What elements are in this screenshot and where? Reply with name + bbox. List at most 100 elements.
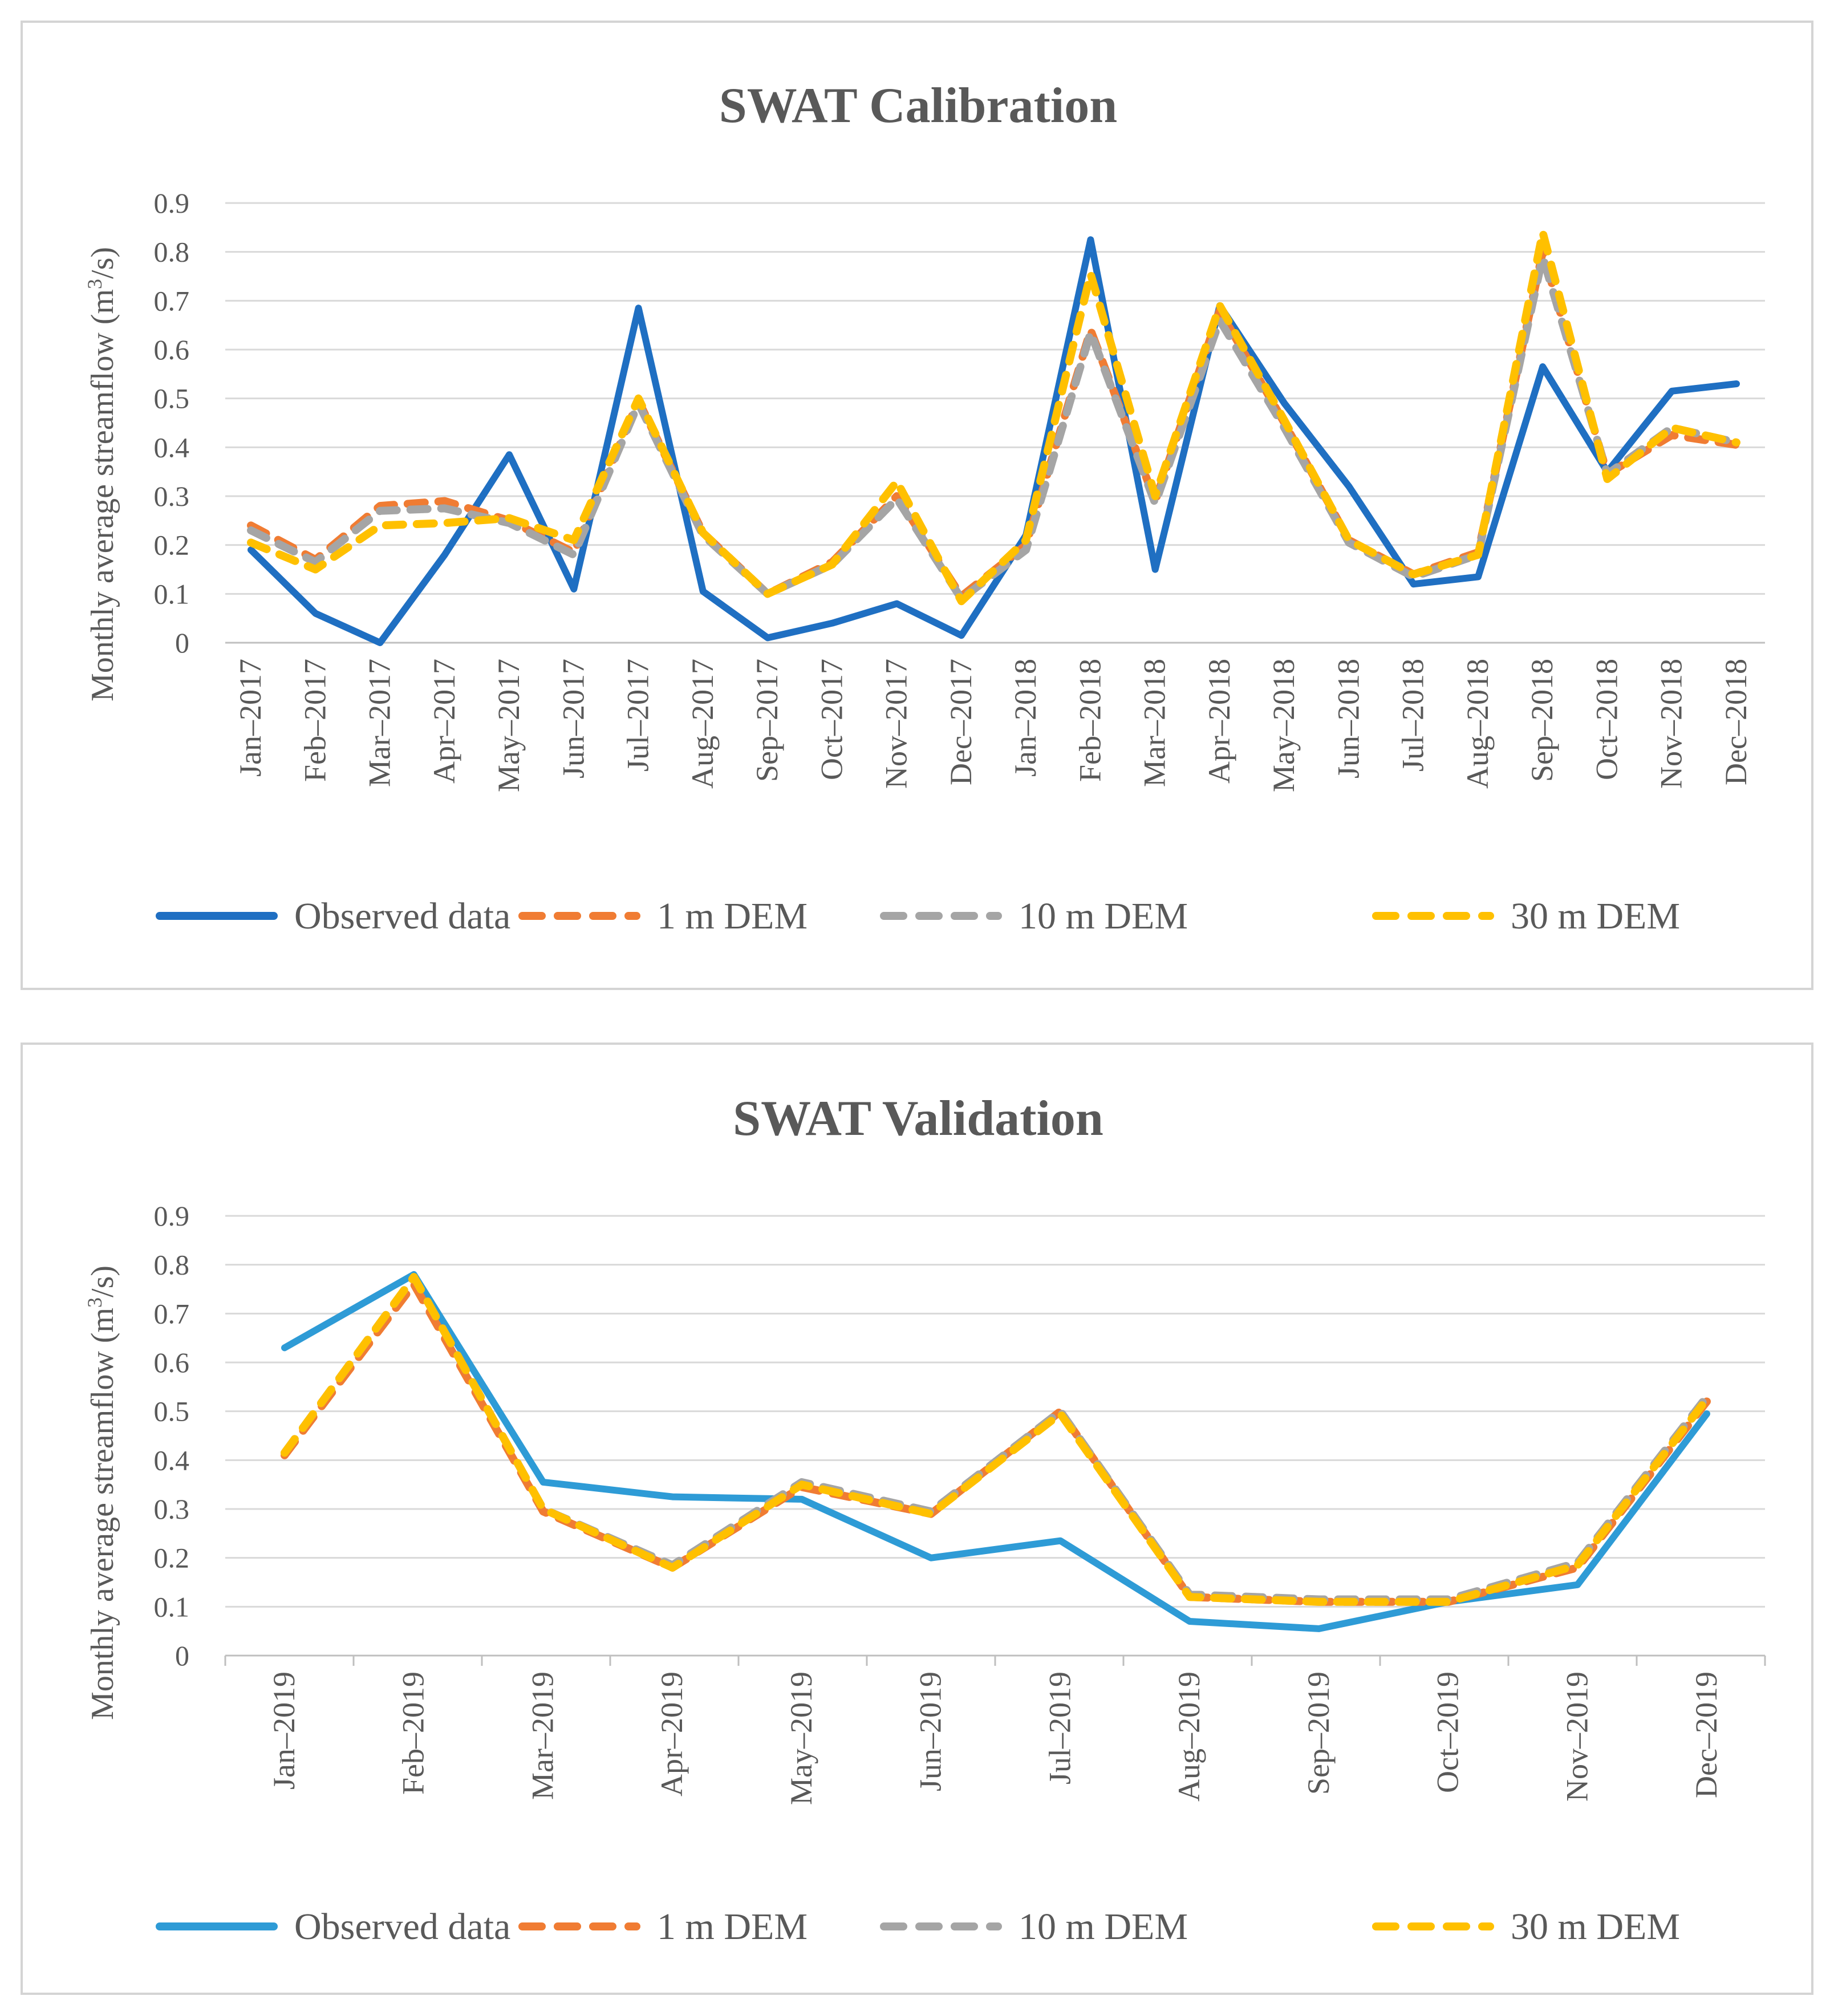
x-tick-label: May–2019 bbox=[784, 1672, 818, 1805]
data-point-10-m-dem bbox=[1025, 549, 1026, 550]
x-tick-label: Feb–2017 bbox=[298, 659, 332, 782]
data-point-30-m-dem bbox=[1155, 496, 1156, 497]
data-point-30-m-dem bbox=[380, 525, 381, 526]
data-point-1-m-dem bbox=[250, 525, 251, 526]
data-point-10-m-dem bbox=[315, 562, 316, 563]
data-point-observed-data bbox=[1706, 1413, 1707, 1414]
data-point-1-m-dem bbox=[1671, 435, 1673, 436]
data-point-1-m-dem bbox=[1090, 330, 1091, 331]
x-tick-label: Mar–2019 bbox=[525, 1672, 559, 1800]
x-tick-label: Feb–2019 bbox=[396, 1672, 431, 1795]
data-point-observed-data bbox=[1577, 1584, 1578, 1585]
x-tick-label: Apr–2019 bbox=[655, 1672, 689, 1796]
legend-label-30-m-dem: 30 m DEM bbox=[1511, 895, 1680, 937]
x-tick-label: Sep–2018 bbox=[1525, 659, 1559, 782]
data-point-observed-data bbox=[315, 613, 316, 614]
legend-label-1-m-dem: 1 m DEM bbox=[657, 895, 808, 937]
data-point-observed-data bbox=[1671, 391, 1673, 392]
series-line-10-m-dem bbox=[247, 253, 1740, 603]
data-point-30-m-dem bbox=[896, 481, 898, 482]
y-tick-label: 0.2 bbox=[154, 529, 190, 561]
x-tick-label: Oct–2018 bbox=[1589, 659, 1624, 780]
data-point-observed-data bbox=[703, 591, 704, 592]
legend-label-1-m-dem: 1 m DEM bbox=[657, 1906, 808, 1948]
data-point-10-m-dem bbox=[444, 508, 445, 509]
calibration-chart-panel: SWAT Calibration 0 0.1 0.2 0.3 0.4 0.5 0.6 0.7 0.… bbox=[21, 21, 1813, 990]
y-axis-label: Monthly average streamflow (m3/s) bbox=[83, 247, 120, 701]
data-point-observed-data bbox=[638, 307, 639, 309]
data-point-30-m-dem bbox=[1448, 1601, 1449, 1603]
y-tick-label: 0.1 bbox=[154, 1591, 190, 1622]
y-tick-label: 0.1 bbox=[154, 578, 190, 610]
data-point-30-m-dem bbox=[831, 564, 833, 565]
y-tick-label: 0 bbox=[175, 627, 189, 659]
data-point-30-m-dem bbox=[1025, 540, 1026, 541]
x-tick-label: Jan–2019 bbox=[267, 1672, 301, 1790]
x-tick-label: Apr–2018 bbox=[1202, 659, 1236, 784]
data-point-observed-data bbox=[250, 549, 251, 550]
x-tick-label: Apr–2017 bbox=[427, 659, 461, 784]
x-tick-label: Jul–2017 bbox=[621, 659, 655, 772]
y-axis-label: Monthly average streamflow (m3/s) bbox=[83, 1265, 120, 1720]
data-point-observed-data bbox=[380, 642, 381, 643]
x-tick-label: Nov–2019 bbox=[1560, 1672, 1594, 1802]
data-point-30-m-dem bbox=[672, 1567, 673, 1568]
data-point-30-m-dem bbox=[1671, 427, 1673, 428]
legend-label-10-m-dem: 10 m DEM bbox=[1019, 895, 1188, 937]
x-tick-label: Oct–2017 bbox=[814, 659, 849, 780]
data-point-30-m-dem bbox=[1318, 1601, 1320, 1603]
y-tick-label: 0.3 bbox=[154, 1493, 190, 1525]
x-tick-label: Jun–2018 bbox=[1331, 659, 1365, 778]
data-point-10-m-dem bbox=[573, 554, 574, 555]
data-point-observed-data bbox=[931, 1557, 932, 1559]
data-point-1-m-dem bbox=[896, 496, 898, 497]
data-point-30-m-dem bbox=[1284, 420, 1285, 421]
y-tick-label: 0.4 bbox=[154, 431, 190, 463]
data-point-10-m-dem bbox=[1348, 542, 1349, 543]
data-point-observed-data bbox=[284, 1347, 285, 1348]
data-point-30-m-dem bbox=[509, 518, 510, 519]
x-tick-label: Nov–2017 bbox=[879, 659, 914, 789]
y-tick-label: 0.5 bbox=[154, 1396, 190, 1427]
legend-label-observed-data: Observed data bbox=[294, 1906, 510, 1948]
y-axis-label-text: Monthly average streamflow (m bbox=[85, 1308, 120, 1720]
legend-label-observed-data: Observed data bbox=[294, 895, 510, 937]
data-point-30-m-dem bbox=[573, 540, 574, 541]
y-axis-label-text: Monthly average streamflow (m bbox=[85, 289, 120, 701]
data-point-1-m-dem bbox=[543, 1511, 544, 1512]
data-point-observed-data bbox=[1348, 486, 1349, 487]
y-axis-label-unit: /s) bbox=[85, 1265, 120, 1297]
y-tick-label: 0 bbox=[175, 1640, 189, 1672]
data-point-observed-data bbox=[1413, 583, 1414, 585]
x-tick-label: Aug–2019 bbox=[1172, 1672, 1206, 1802]
data-point-observed-data bbox=[1284, 403, 1285, 404]
x-tick-label: May–2018 bbox=[1267, 659, 1301, 792]
data-point-observed-data bbox=[1318, 1628, 1320, 1629]
data-point-10-m-dem bbox=[509, 522, 510, 524]
x-tick-label: Mar–2017 bbox=[363, 659, 397, 787]
data-point-30-m-dem bbox=[1413, 574, 1414, 575]
x-tick-label: May–2017 bbox=[492, 659, 526, 792]
data-point-30-m-dem bbox=[1478, 554, 1479, 555]
validation-chart-panel: SWAT Validation 0 0.1 0.2 0.3 0.4 0.5 0.6 0.7 0.8… bbox=[21, 1043, 1813, 1995]
y-tick-label: 0.3 bbox=[154, 480, 190, 512]
data-point-30-m-dem bbox=[703, 532, 704, 533]
data-point-observed-data bbox=[1736, 383, 1737, 384]
data-point-30-m-dem bbox=[1706, 1398, 1707, 1400]
x-tick-label: Feb–2018 bbox=[1073, 659, 1107, 782]
data-point-10-m-dem bbox=[1706, 1396, 1707, 1397]
x-tick-label: Dec–2018 bbox=[1719, 659, 1753, 785]
series-line-30-m-dem bbox=[281, 1273, 1711, 1606]
data-point-observed-data bbox=[444, 554, 445, 555]
data-point-30-m-dem bbox=[931, 1514, 932, 1515]
data-point-observed-data bbox=[831, 623, 833, 624]
x-tick-label: Mar–2018 bbox=[1138, 659, 1172, 787]
data-point-10-m-dem bbox=[1155, 503, 1156, 504]
data-point-observed-data bbox=[1478, 576, 1479, 577]
data-point-10-m-dem bbox=[1542, 256, 1543, 257]
x-tick-label: Jul–2018 bbox=[1396, 659, 1430, 772]
data-point-observed-data bbox=[1090, 239, 1091, 240]
x-tick-label: Jun–2017 bbox=[556, 659, 590, 778]
y-tick-label: 0.8 bbox=[154, 1249, 190, 1281]
x-tick-label: Dec–2019 bbox=[1689, 1672, 1723, 1798]
